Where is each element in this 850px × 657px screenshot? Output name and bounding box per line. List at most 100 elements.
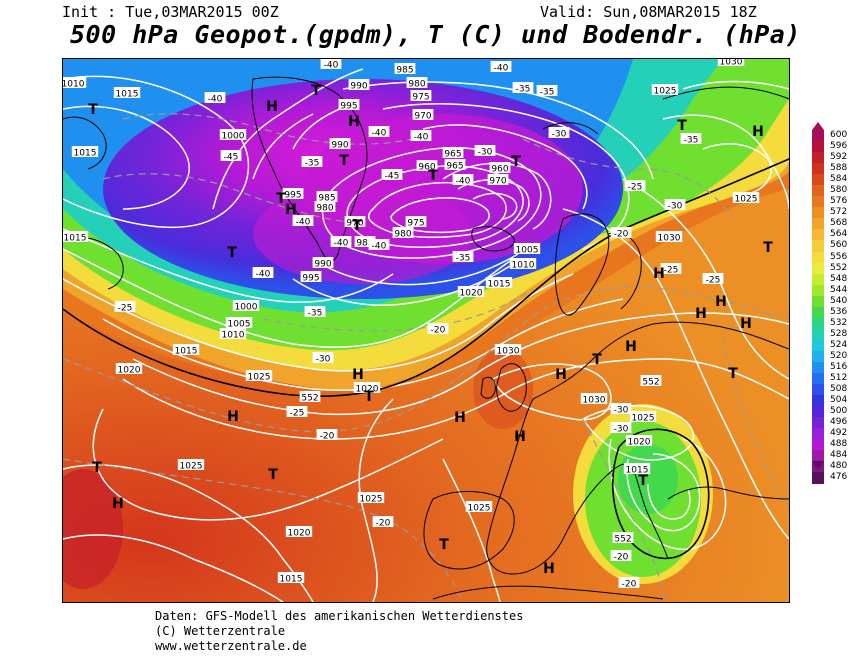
website-url: www.wetterzentrale.de: [155, 639, 307, 653]
low-pressure-marker: T: [592, 352, 602, 368]
pressure-label: 1030: [720, 59, 743, 68]
legend-swatch: [812, 196, 824, 208]
temperature-label: -20: [614, 230, 629, 240]
legend-entry: 572: [812, 207, 850, 219]
pressure-label: 1015: [175, 347, 198, 357]
legend-entry: 596: [812, 141, 850, 153]
pressure-label: 970: [489, 177, 506, 187]
legend-entry: 520: [812, 350, 850, 362]
pressure-label-box: [316, 191, 338, 202]
temperature-label-box: [286, 406, 308, 417]
pressure-label: 980: [408, 80, 425, 90]
legend-swatch: [812, 428, 824, 440]
high-pressure-marker: H: [543, 561, 555, 577]
temperature-label-box: [368, 239, 390, 250]
legend-label: 476: [830, 472, 848, 483]
legend-entry: 528: [812, 328, 850, 340]
high-pressure-marker: H: [514, 429, 526, 445]
pressure-label-box: [285, 526, 313, 537]
legend-swatch: [812, 350, 824, 362]
legend-swatch: [812, 339, 824, 351]
high-pressure-marker: H: [653, 266, 665, 282]
temperature-label-box: [381, 169, 403, 180]
pressure-label: 1025: [632, 414, 655, 424]
temperature-label-box: [452, 251, 474, 262]
legend-swatch: [812, 174, 824, 186]
legend-label: 592: [830, 152, 848, 163]
legend-entry: 600: [812, 130, 850, 142]
temperature-label: -20: [614, 553, 629, 563]
legend-swatch: [812, 317, 824, 329]
temperature-label: -30: [614, 425, 629, 435]
legend-label: 524: [830, 339, 848, 350]
pressure-label: 1015: [626, 466, 649, 476]
pressure-label: 1015: [116, 90, 139, 100]
temperature-label: -20: [622, 580, 637, 590]
pressure-label-box: [465, 501, 493, 512]
pressure-label-box: [353, 382, 381, 393]
temperature-label-box: [618, 577, 640, 588]
pressure-label: 1020: [356, 385, 379, 395]
high-pressure-marker: H: [740, 316, 752, 332]
temperature-label: -20: [320, 432, 335, 442]
pressure-label: 1025: [360, 495, 383, 505]
legend-entry: 512: [812, 373, 850, 385]
temperature-label-box: [372, 516, 394, 527]
legend-label: 544: [830, 284, 848, 295]
pressure-label-box: [629, 411, 657, 422]
legend-label: 548: [830, 273, 848, 284]
legend-entry: 576: [812, 196, 850, 208]
temperature-label-box: [664, 199, 686, 210]
geopotential-label-box: [640, 375, 662, 386]
low-pressure-marker: T: [677, 118, 687, 134]
temperature-label: -35: [540, 88, 555, 98]
geopotential-label-box: [612, 532, 634, 543]
temperature-label: -30: [668, 202, 683, 212]
temperature-label: -40: [414, 133, 429, 143]
pressure-label: 965: [446, 162, 463, 172]
pressure-label: 1005: [228, 320, 251, 330]
legend-entry: 524: [812, 339, 850, 351]
pressure-label-box: [63, 231, 89, 242]
temperature-label-box: [304, 306, 326, 317]
legend-label: 540: [830, 295, 848, 306]
pressure-label: 970: [346, 219, 363, 229]
temperature-label: -40: [256, 270, 271, 280]
pressure-label: 1020: [460, 289, 483, 299]
pressure-label: 1005: [516, 246, 539, 256]
pressure-label: 1020: [288, 529, 311, 539]
legend-entry: 568: [812, 218, 850, 230]
temperature-label-box: [204, 92, 226, 103]
pressure-label-box: [314, 201, 336, 212]
valid-time: Valid: Sun,08MAR2015 18Z: [540, 3, 757, 21]
pressure-label-box: [245, 370, 273, 381]
legend-label: 556: [830, 251, 848, 262]
legend-swatch: [812, 450, 824, 462]
low-pressure-marker: T: [339, 153, 349, 169]
temperature-label-box: [368, 126, 390, 137]
high-pressure-marker: H: [695, 306, 707, 322]
legend-label: 576: [830, 196, 848, 207]
low-pressure-marker: T: [88, 102, 98, 118]
temperature-label-box: [548, 127, 570, 138]
temperature-label: -40: [208, 95, 223, 105]
low-pressure-marker: T: [638, 473, 648, 489]
pressure-label: 985: [318, 194, 335, 204]
legend-swatch: [812, 240, 824, 252]
pressure-label: 960: [491, 165, 508, 175]
pressure-label-box: [172, 344, 200, 355]
temperature-label-box: [330, 236, 352, 247]
legend-swatch: [812, 207, 824, 219]
temperature-label-box: [410, 130, 432, 141]
pressure-label-box: [225, 317, 253, 328]
legend-arrow-down-icon: [812, 461, 824, 469]
legend-swatch: [812, 472, 824, 484]
low-pressure-marker: T: [311, 83, 321, 99]
pressure-label: 1000: [235, 303, 258, 313]
temperature-label-box: [301, 156, 323, 167]
pressure-label: 980: [394, 230, 411, 240]
legend-swatch: [812, 306, 824, 318]
pressure-label-box: [277, 572, 305, 583]
legend-label: 508: [830, 384, 848, 395]
